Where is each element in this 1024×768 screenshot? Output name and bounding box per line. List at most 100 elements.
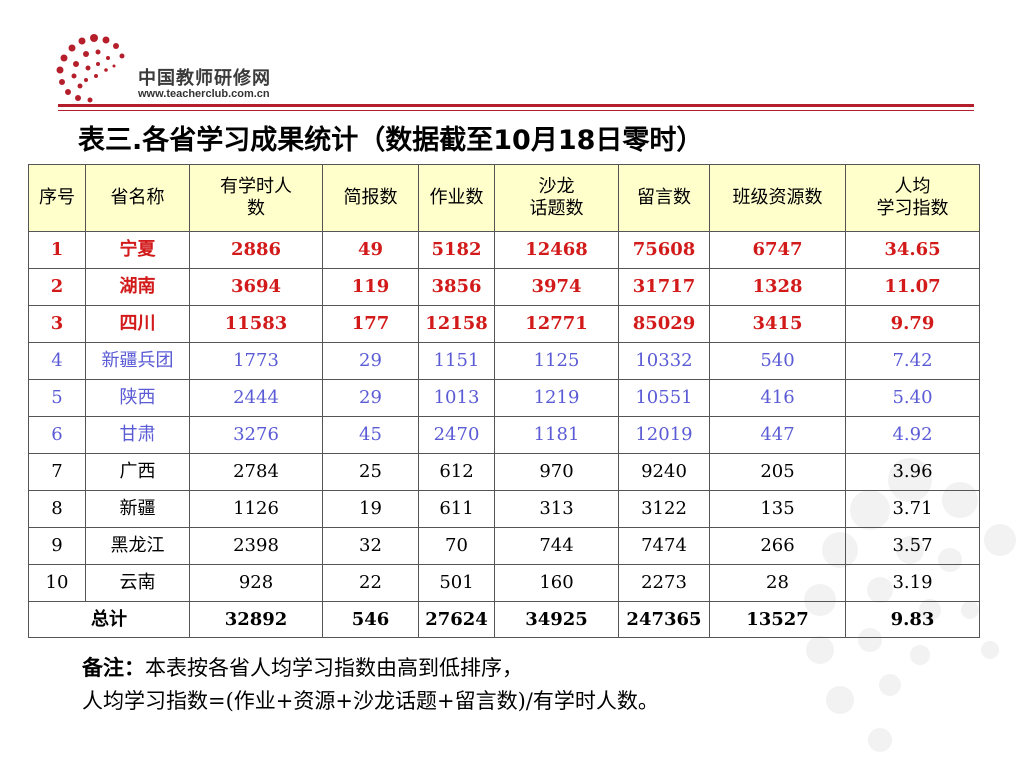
header-class-resources: 班级资源数: [709, 164, 846, 232]
value-cell: 11583: [189, 305, 323, 343]
row-index-cell: 8: [28, 490, 86, 528]
page-title: 表三.各省学习成果统计（数据截至10月18日零时）: [78, 125, 704, 156]
value-cell: 10551: [618, 379, 710, 417]
table-header-row: 序号 省名称 有学时人数 简报数 作业数 沙龙 话题数 留言数 班级资源数 人均学…: [28, 164, 980, 232]
value-cell: 970: [494, 453, 619, 491]
table-body: 1 宁夏 2886 49 5182 12468 75608 6747 34.65 2 湖南 3694 1…: [28, 231, 980, 602]
value-cell: 45: [322, 416, 419, 454]
value-cell: 3.57: [845, 527, 980, 565]
logo-url: www.teacherclub.com.cn: [138, 88, 270, 100]
value-cell: 501: [418, 564, 495, 602]
province-cell: 新疆: [85, 490, 190, 528]
total-cell: 34925: [494, 601, 619, 638]
value-cell: 75608: [618, 231, 710, 269]
province-cell: 四川: [85, 305, 190, 343]
province-cell: 新疆兵团: [85, 342, 190, 380]
row-index-cell: 2: [28, 268, 86, 306]
header-learning-index: 人均 学习指数: [845, 164, 980, 232]
value-cell: 10332: [618, 342, 710, 380]
province-cell: 广西: [85, 453, 190, 491]
value-cell: 1773: [189, 342, 323, 380]
value-cell: 205: [709, 453, 846, 491]
value-cell: 5.40: [845, 379, 980, 417]
value-cell: 85029: [618, 305, 710, 343]
value-cell: 744: [494, 527, 619, 565]
value-cell: 6747: [709, 231, 846, 269]
value-cell: 447: [709, 416, 846, 454]
value-cell: 1151: [418, 342, 495, 380]
value-cell: 119: [322, 268, 419, 306]
value-cell: 3122: [618, 490, 710, 528]
province-cell: 陕西: [85, 379, 190, 417]
header-messages: 留言数: [618, 164, 710, 232]
value-cell: 2444: [189, 379, 323, 417]
value-cell: 7.42: [845, 342, 980, 380]
value-cell: 3856: [418, 268, 495, 306]
row-index-cell: 6: [28, 416, 86, 454]
value-cell: 12019: [618, 416, 710, 454]
row-index-cell: 4: [28, 342, 86, 380]
value-cell: 34.65: [845, 231, 980, 269]
value-cell: 612: [418, 453, 495, 491]
table-row: 7 广西 2784 25 612 970 9240 205 3.96: [28, 453, 980, 491]
logo-name: 中国教师研修网: [138, 68, 271, 89]
total-cell: 32892: [189, 601, 323, 638]
value-cell: 3694: [189, 268, 323, 306]
value-cell: 1181: [494, 416, 619, 454]
value-cell: 9.79: [845, 305, 980, 343]
value-cell: 928: [189, 564, 323, 602]
total-cell: 9.83: [845, 601, 980, 638]
value-cell: 3974: [494, 268, 619, 306]
row-index-cell: 5: [28, 379, 86, 417]
value-cell: 2784: [189, 453, 323, 491]
header-rule: [58, 104, 974, 107]
value-cell: 11.07: [845, 268, 980, 306]
row-index-cell: 1: [28, 231, 86, 269]
row-index-cell: 9: [28, 527, 86, 565]
statistics-table: 序号 省名称 有学时人数 简报数 作业数 沙龙 话题数 留言数 班级资源数 人均学…: [28, 164, 980, 638]
value-cell: 416: [709, 379, 846, 417]
province-cell: 云南: [85, 564, 190, 602]
value-cell: 3.71: [845, 490, 980, 528]
table-row: 10 云南 928 22 501 160 2273 28 3.19: [28, 564, 980, 602]
table-row: 4 新疆兵团 1773 29 1151 1125 10332 540 7.42: [28, 342, 980, 380]
value-cell: 2886: [189, 231, 323, 269]
table-row: 2 湖南 3694 119 3856 3974 31717 1328 11.07: [28, 268, 980, 306]
table-row: 5 陕西 2444 29 1013 1219 10551 416 5.40: [28, 379, 980, 417]
value-cell: 135: [709, 490, 846, 528]
value-cell: 19: [322, 490, 419, 528]
value-cell: 25: [322, 453, 419, 491]
total-cell: 27624: [418, 601, 495, 638]
total-cell: 13527: [709, 601, 846, 638]
table-row: 6 甘肃 3276 45 2470 1181 12019 447 4.92: [28, 416, 980, 454]
value-cell: 5182: [418, 231, 495, 269]
value-cell: 540: [709, 342, 846, 380]
total-label: 总计: [28, 601, 190, 638]
value-cell: 177: [322, 305, 419, 343]
value-cell: 1328: [709, 268, 846, 306]
footnote: 备注：本表按各省人均学习指数由高到低排序， 人均学习指数=(作业+资源+沙龙话题…: [82, 652, 659, 718]
row-index-cell: 10: [28, 564, 86, 602]
value-cell: 160: [494, 564, 619, 602]
total-row: 总计 32892 546 27624 34925 247365 13527 9.…: [28, 601, 980, 638]
header-province: 省名称: [85, 164, 190, 232]
value-cell: 2470: [418, 416, 495, 454]
header-assignments: 作业数: [418, 164, 495, 232]
footnote-label: 备注：: [82, 656, 145, 680]
row-index-cell: 7: [28, 453, 86, 491]
header-learners: 有学时人数: [189, 164, 323, 232]
value-cell: 266: [709, 527, 846, 565]
table-row: 3 四川 11583 177 12158 12771 85029 3415 9.79: [28, 305, 980, 343]
value-cell: 12771: [494, 305, 619, 343]
value-cell: 1126: [189, 490, 323, 528]
value-cell: 12158: [418, 305, 495, 343]
province-cell: 宁夏: [85, 231, 190, 269]
value-cell: 9240: [618, 453, 710, 491]
value-cell: 22: [322, 564, 419, 602]
value-cell: 2273: [618, 564, 710, 602]
value-cell: 29: [322, 342, 419, 380]
table-row: 8 新疆 1126 19 611 313 3122 135 3.71: [28, 490, 980, 528]
province-cell: 湖南: [85, 268, 190, 306]
total-cell: 247365: [618, 601, 710, 638]
province-cell: 黑龙江: [85, 527, 190, 565]
